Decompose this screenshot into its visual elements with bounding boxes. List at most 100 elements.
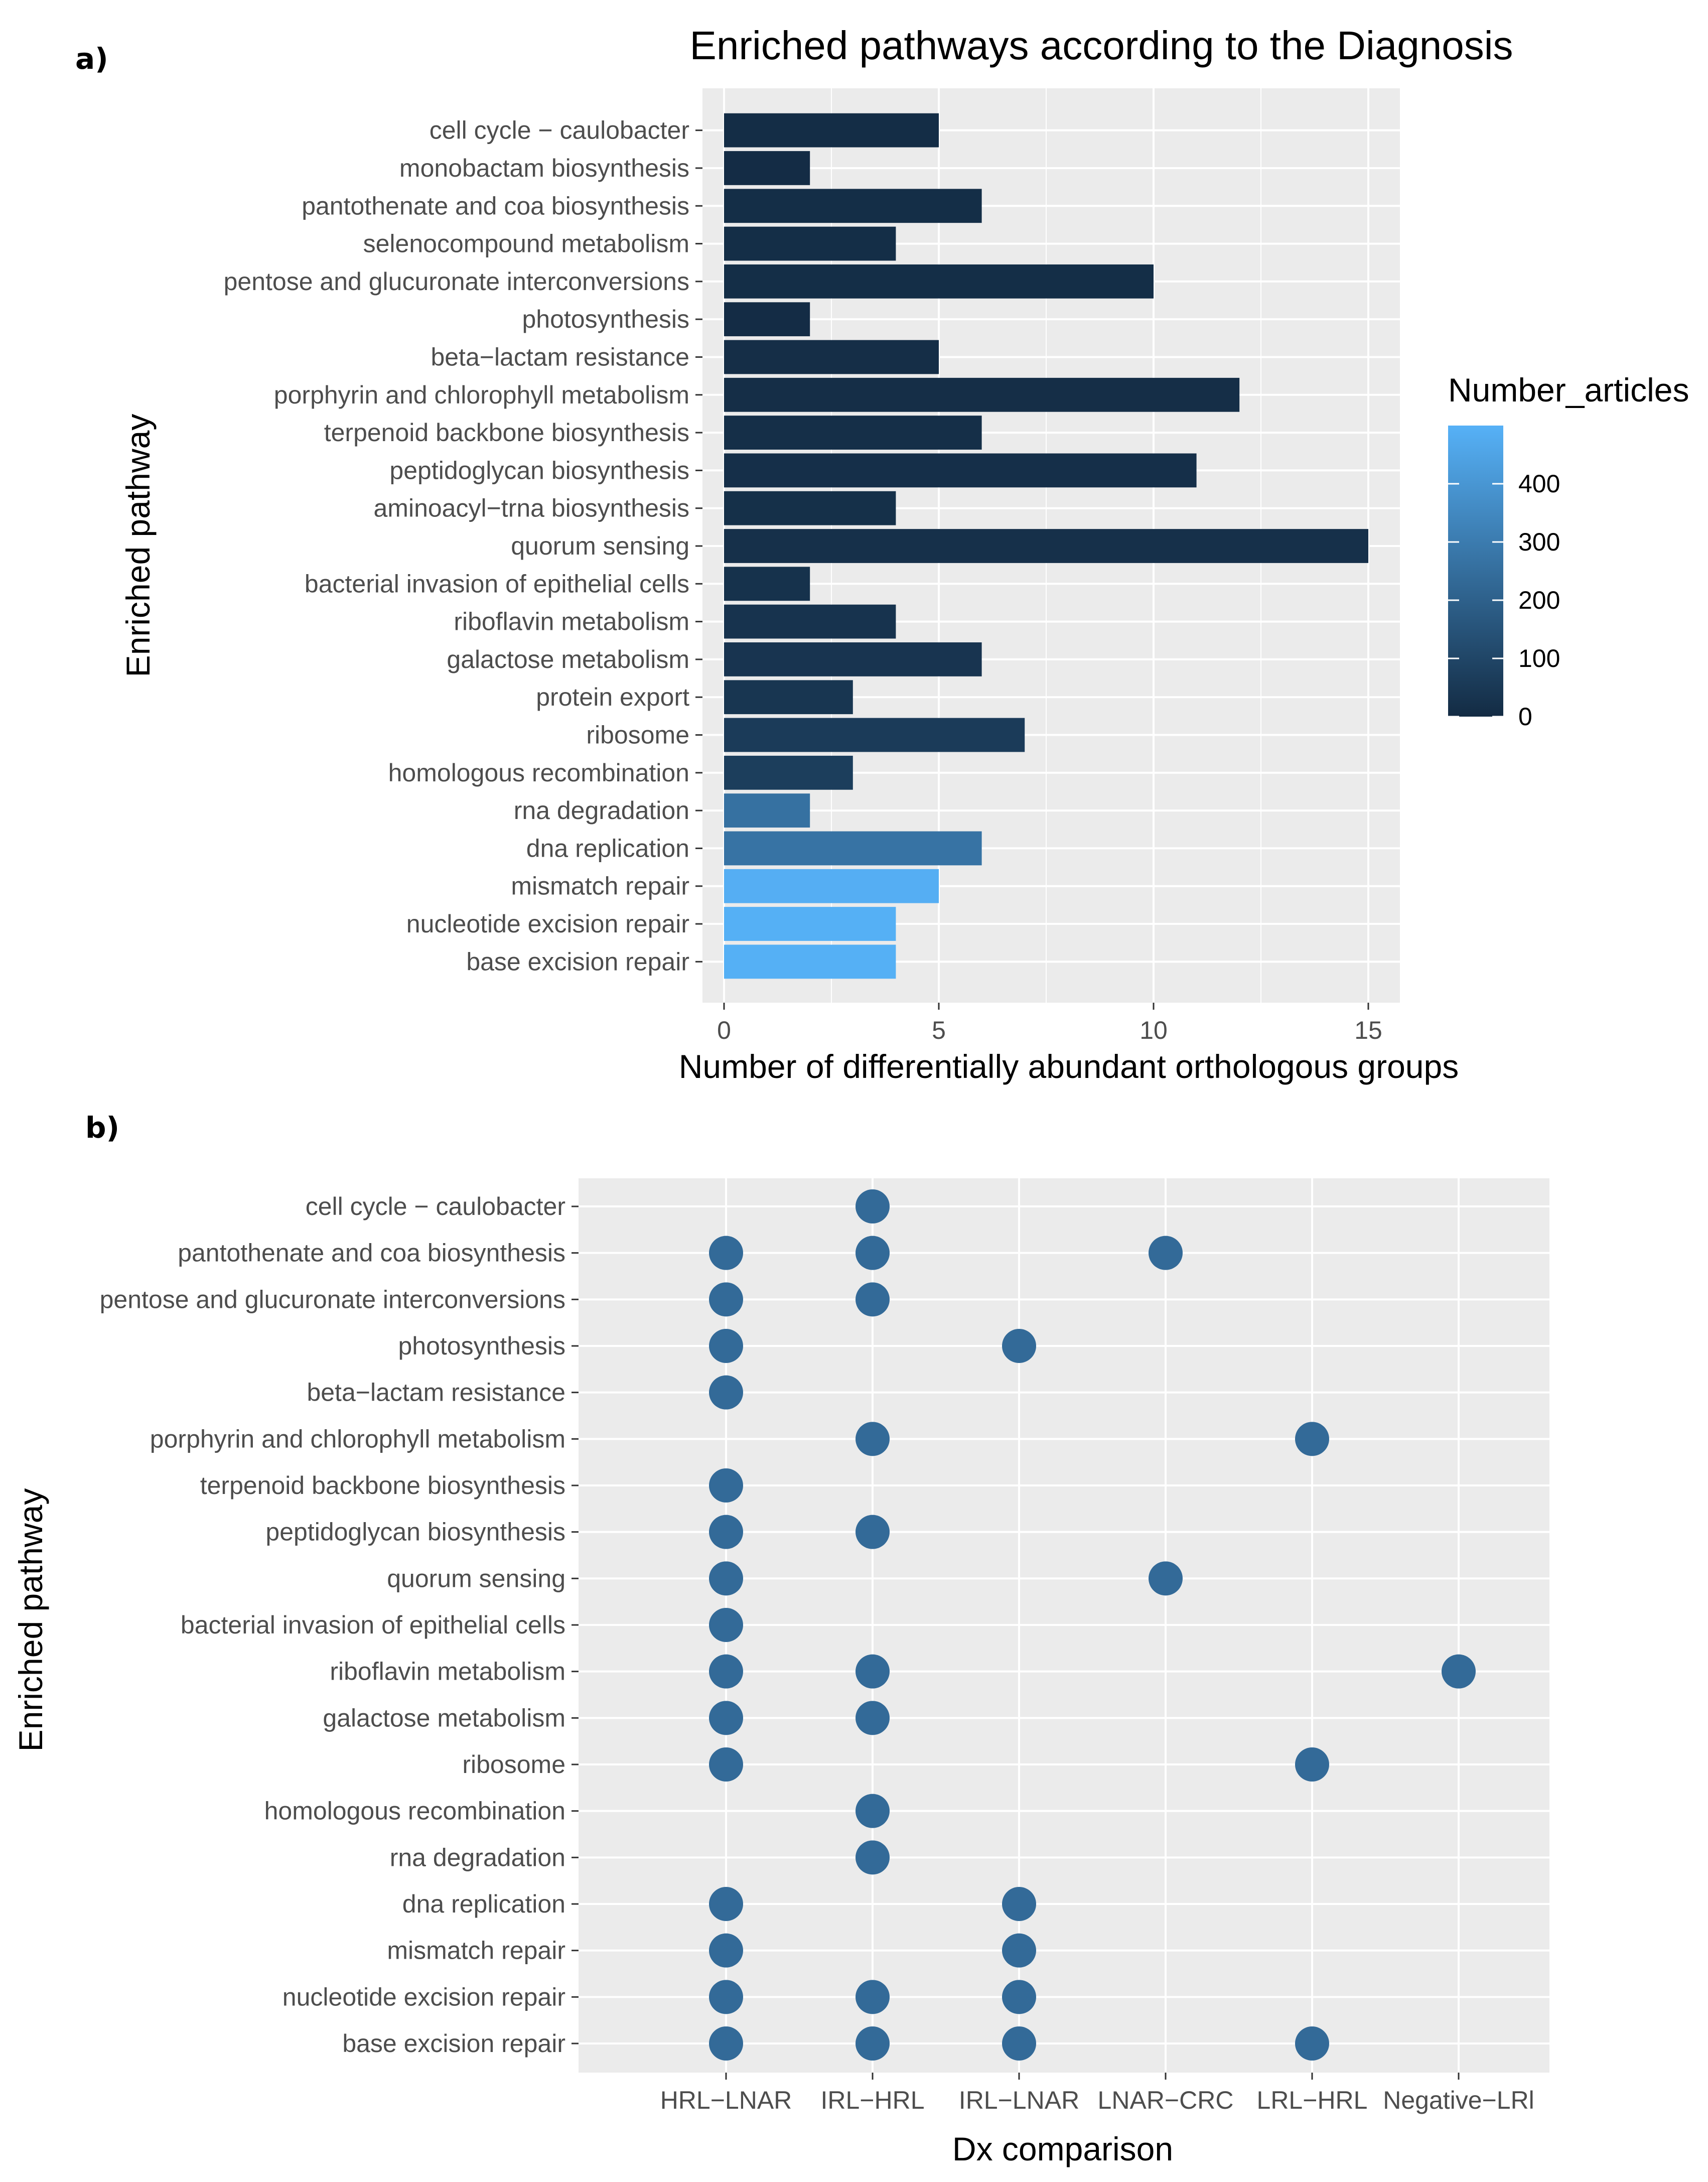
bar: [724, 151, 810, 185]
data-point: [856, 1840, 890, 1875]
bar: [724, 793, 810, 828]
data-point: [1442, 1654, 1476, 1689]
y-tick-label: protein export: [536, 683, 689, 711]
y-tick-label: cell cycle − caulobacter: [306, 1192, 565, 1220]
data-point: [1149, 1561, 1183, 1596]
data-point: [1295, 1422, 1329, 1456]
y-tick-label: ribosome: [462, 1750, 565, 1779]
data-point: [709, 1701, 743, 1735]
bar: [724, 340, 939, 374]
data-point: [856, 2026, 890, 2061]
x-tick-label: 5: [932, 1016, 946, 1044]
bar: [724, 642, 982, 676]
data-point: [709, 1329, 743, 1363]
y-tick-label: galactose metabolism: [447, 645, 689, 673]
x-tick-label: IRL−HRL: [820, 2086, 924, 2114]
bar: [724, 755, 853, 790]
legend-number-articles: Number_articles 0 100 200 300 400: [1448, 371, 1689, 731]
data-point: [1002, 2026, 1036, 2061]
bar: [724, 604, 896, 639]
y-tick-label: selenocompound metabolism: [363, 230, 689, 258]
bar: [724, 377, 1240, 412]
chart-b-x-axis-title: Dx comparison: [952, 2130, 1173, 2167]
bar: [724, 491, 896, 525]
y-tick-label: quorum sensing: [511, 532, 689, 560]
y-tick-label: beta−lactam resistance: [431, 343, 689, 371]
x-tick-label: LNAR−CRC: [1098, 2086, 1234, 2114]
y-tick-label: photosynthesis: [522, 305, 689, 333]
x-tick-label: 10: [1140, 1016, 1168, 1044]
data-point: [856, 1282, 890, 1317]
data-point: [1002, 1887, 1036, 1921]
data-point: [1149, 1236, 1183, 1270]
y-tick-label: nucleotide excision repair: [406, 910, 689, 938]
legend-tick-label: 100: [1518, 644, 1560, 672]
y-tick-label: quorum sensing: [387, 1564, 565, 1592]
plot-a-y-axis: cell cycle − caulobacter monobactam biosy…: [224, 116, 702, 976]
data-point: [856, 1654, 890, 1689]
x-tick-label: 0: [717, 1016, 731, 1044]
data-point: [1295, 2026, 1329, 2061]
chart-a-title: Enriched pathways according to the Diagn…: [690, 23, 1513, 68]
bar: [724, 226, 896, 261]
y-tick-label: homologous recombination: [264, 1797, 565, 1825]
data-point: [1002, 1933, 1036, 1968]
y-tick-label: pantothenate and coa biosynthesis: [178, 1239, 565, 1267]
y-tick-label: riboflavin metabolism: [454, 608, 689, 636]
y-tick-label: dna replication: [402, 1890, 565, 1918]
y-tick-label: rna degradation: [514, 796, 689, 825]
plot-b-points: [709, 1189, 1476, 2061]
bar: [724, 718, 1025, 752]
data-point: [709, 1608, 743, 1642]
bar: [724, 831, 982, 866]
x-tick-label: 15: [1354, 1016, 1382, 1044]
chart-b-y-axis-title: Enriched pathway: [12, 1488, 49, 1752]
y-tick-label: bacterial invasion of epithelial cells: [181, 1611, 565, 1639]
y-tick-label: base excision repair: [342, 2029, 565, 2058]
bar: [724, 453, 1197, 488]
bar: [724, 113, 939, 148]
y-tick-label: pentose and glucuronate interconversions: [100, 1285, 565, 1313]
legend-title: Number_articles: [1448, 371, 1689, 408]
data-point: [856, 1980, 890, 2014]
plot-a-bars: [724, 113, 1368, 979]
data-point: [1295, 1747, 1329, 1782]
bar: [724, 302, 810, 337]
y-tick-label: mismatch repair: [511, 872, 689, 900]
data-point: [709, 1654, 743, 1689]
y-tick-label: peptidoglycan biosynthesis: [265, 1518, 565, 1546]
legend-tick-label: 200: [1518, 586, 1560, 614]
bar: [724, 189, 982, 223]
y-tick-label: rna degradation: [390, 1843, 565, 1871]
panel-a-bar-chart: a) Enriched pathways according to the Di…: [75, 23, 1689, 1085]
y-tick-label: base excision repair: [466, 947, 689, 976]
data-point: [709, 1933, 743, 1968]
legend-ticks: 0 100 200 300 400: [1448, 470, 1560, 731]
panel-b-dot-plot: b) cell cycle − caulobacter pantothenate …: [12, 1111, 1549, 2167]
bar: [724, 869, 939, 903]
bar: [724, 907, 896, 941]
chart-a-y-axis-title: Enriched pathway: [119, 414, 157, 677]
bar: [724, 944, 896, 979]
y-tick-label: riboflavin metabolism: [330, 1658, 565, 1686]
data-point: [709, 1561, 743, 1596]
plot-a-x-axis: 0 5 10 15: [717, 1003, 1382, 1044]
plot-b-y-axis: cell cycle − caulobacter pantothenate and…: [100, 1192, 579, 2058]
data-point: [709, 1375, 743, 1410]
y-tick-label: pantothenate and coa biosynthesis: [302, 192, 689, 220]
y-tick-label: peptidoglycan biosynthesis: [389, 456, 689, 484]
data-point: [856, 1422, 890, 1456]
y-tick-label: monobactam biosynthesis: [399, 154, 689, 182]
bar: [724, 567, 810, 601]
y-tick-label: nucleotide excision repair: [282, 1983, 565, 2011]
y-tick-label: galactose metabolism: [323, 1704, 565, 1732]
data-point: [709, 1747, 743, 1782]
y-tick-label: dna replication: [526, 834, 689, 862]
data-point: [1002, 1980, 1036, 2014]
y-tick-label: mismatch repair: [387, 1937, 565, 1965]
data-point: [709, 1468, 743, 1503]
y-tick-label: cell cycle − caulobacter: [430, 116, 689, 145]
y-tick-label: ribosome: [586, 721, 689, 749]
legend-tick-label: 0: [1518, 703, 1532, 731]
